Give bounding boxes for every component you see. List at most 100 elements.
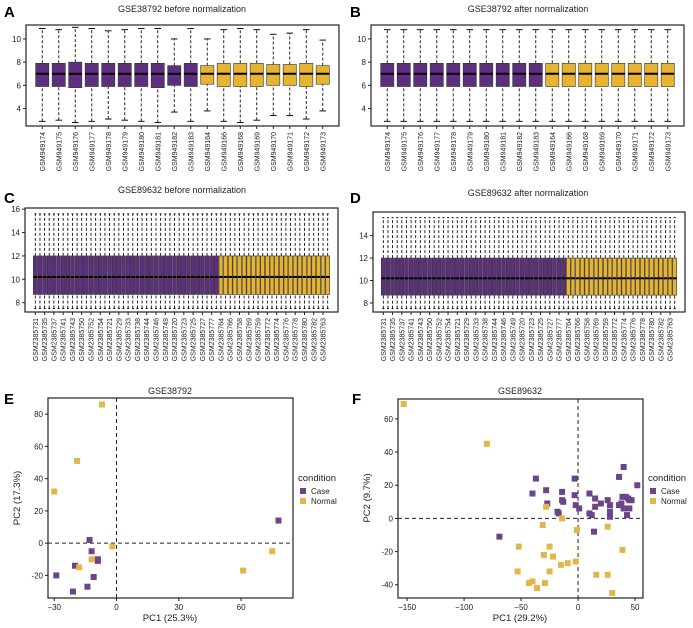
panel-e-plot-frame bbox=[47, 397, 294, 599]
sample-label: GSM2385737 bbox=[51, 318, 58, 361]
box bbox=[385, 257, 391, 296]
panel-b-ytick-label: 10 bbox=[357, 35, 366, 44]
box-normal bbox=[311, 213, 317, 309]
box-normal bbox=[315, 39, 330, 112]
sample-label: GSM2385735 bbox=[390, 318, 397, 361]
box-case bbox=[101, 30, 116, 120]
box-case bbox=[195, 213, 201, 309]
box bbox=[545, 63, 560, 87]
point-normal bbox=[98, 401, 105, 408]
panel-d-title: GSE89632 after normalization bbox=[468, 188, 589, 198]
point-normal bbox=[546, 543, 553, 550]
box-normal bbox=[598, 217, 603, 310]
box bbox=[316, 255, 321, 295]
box-case bbox=[214, 213, 219, 309]
box bbox=[381, 257, 386, 296]
box bbox=[266, 64, 281, 86]
sample-label: GSM949174 bbox=[385, 132, 392, 171]
box bbox=[505, 257, 511, 296]
box-case bbox=[429, 29, 444, 122]
box-case bbox=[98, 213, 103, 309]
panel-letter-a: A bbox=[4, 4, 15, 21]
box-normal bbox=[616, 217, 622, 310]
box-case bbox=[445, 217, 451, 310]
box bbox=[282, 64, 297, 86]
panel-e-xtick-label: −30 bbox=[47, 603, 61, 612]
box bbox=[269, 255, 275, 295]
box-case bbox=[200, 213, 205, 309]
box-case bbox=[84, 27, 99, 122]
box bbox=[218, 255, 224, 295]
box-normal bbox=[233, 27, 248, 124]
box bbox=[190, 255, 196, 295]
sample-label: GSM2385763 bbox=[668, 318, 675, 361]
box bbox=[246, 255, 252, 295]
box bbox=[150, 63, 165, 88]
box bbox=[297, 255, 303, 295]
box bbox=[446, 63, 461, 87]
box-case bbox=[181, 213, 187, 309]
box bbox=[464, 257, 469, 296]
sample-label: GSM2385759 bbox=[256, 318, 263, 361]
sample-label: GSM949173 bbox=[665, 132, 672, 171]
sample-label: GSM949168 bbox=[583, 132, 590, 171]
box-case bbox=[418, 217, 423, 310]
panel-f-xtick-label: 50 bbox=[631, 603, 640, 612]
panel-d-ytick-label: 14 bbox=[359, 232, 368, 241]
box bbox=[408, 257, 414, 296]
box-case bbox=[496, 217, 502, 310]
box-case bbox=[538, 217, 543, 310]
point-case bbox=[576, 505, 583, 512]
point-normal bbox=[529, 578, 536, 585]
sample-label: GSM949183 bbox=[533, 132, 540, 171]
box-case bbox=[125, 213, 131, 309]
panel-e-xlabel: PC1 (25.3%) bbox=[143, 613, 197, 624]
box-case bbox=[446, 29, 461, 122]
box bbox=[111, 255, 117, 295]
sample-label: GSM949172 bbox=[304, 132, 311, 171]
point-case bbox=[86, 536, 93, 543]
sample-label: GSM949183 bbox=[188, 132, 195, 171]
box bbox=[429, 63, 444, 87]
box bbox=[598, 257, 603, 296]
panel-a-plot-frame bbox=[25, 24, 340, 127]
point-case bbox=[591, 528, 597, 535]
box-case bbox=[524, 217, 529, 310]
box bbox=[255, 255, 261, 295]
box bbox=[306, 255, 312, 295]
box bbox=[519, 257, 525, 296]
sample-label: GSM2385780 bbox=[302, 318, 309, 361]
point-case bbox=[543, 487, 550, 494]
box bbox=[538, 257, 543, 296]
sample-label: GSM2385737 bbox=[399, 318, 406, 361]
panel-letter-c: C bbox=[4, 190, 15, 207]
point-normal bbox=[604, 523, 611, 530]
panel-f-ytick-label: -20 bbox=[381, 548, 393, 557]
box-case bbox=[150, 27, 165, 124]
box bbox=[176, 255, 182, 295]
box-normal bbox=[612, 217, 617, 310]
box bbox=[459, 257, 465, 296]
box-normal bbox=[644, 217, 650, 310]
panel-d-ytick-label: 12 bbox=[359, 254, 368, 263]
box-normal bbox=[626, 217, 631, 310]
point-case bbox=[620, 463, 627, 470]
box bbox=[626, 257, 631, 296]
box bbox=[396, 63, 411, 87]
sample-label: GSM949174 bbox=[40, 132, 47, 171]
box bbox=[70, 255, 75, 295]
box bbox=[542, 257, 548, 296]
point-case bbox=[571, 492, 578, 499]
box bbox=[413, 63, 428, 87]
box-case bbox=[130, 213, 136, 309]
box bbox=[130, 255, 136, 295]
box-case bbox=[441, 217, 446, 310]
legend-swatch-normal bbox=[300, 498, 306, 504]
sample-label: GSM2385743 bbox=[70, 318, 77, 361]
box bbox=[528, 63, 543, 87]
box bbox=[607, 257, 613, 296]
point-case bbox=[604, 497, 611, 504]
box-normal bbox=[575, 217, 580, 310]
box-case bbox=[487, 217, 492, 310]
box bbox=[524, 257, 529, 296]
